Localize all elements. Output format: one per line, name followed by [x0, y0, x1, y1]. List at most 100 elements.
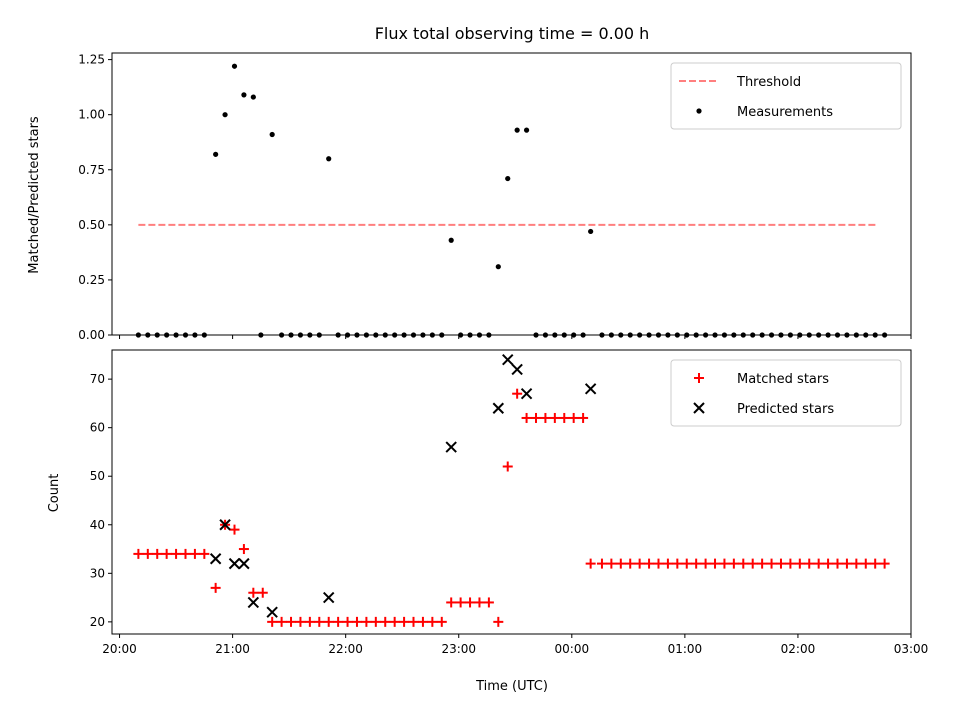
matched-stars-point [493, 616, 504, 627]
measurement-point [269, 131, 275, 138]
measurement-point [495, 264, 501, 270]
matched-stars-point [585, 558, 596, 569]
x-tick-label: 20:00 [102, 642, 137, 656]
bottom-y-tick-label: 70 [90, 372, 105, 386]
matched-stars-point [474, 597, 485, 608]
matched-stars-point [323, 616, 334, 627]
measurement-point [618, 332, 624, 338]
legend-label: Predicted stars [737, 402, 834, 417]
predicted-stars-point [219, 519, 231, 531]
matched-stars-point [483, 597, 494, 608]
matched-stars-point [370, 616, 381, 627]
measurement-point [740, 332, 746, 338]
measurement-point [655, 332, 662, 338]
top-axes-frame [111, 52, 912, 336]
matched-stars-point [766, 558, 777, 569]
measurement-point [154, 332, 160, 338]
matched-stars-point [304, 616, 315, 627]
predicted-stars-point [445, 441, 457, 453]
measurement-point [135, 332, 141, 338]
matched-stars-point [314, 616, 325, 627]
matched-stars-point [180, 548, 191, 559]
measurement-point [250, 94, 256, 100]
predicted-stars-point-b [511, 363, 523, 376]
measurement-point [505, 175, 511, 182]
matched-stars-point [549, 412, 560, 423]
measurement-point [344, 332, 351, 338]
measurement-point [702, 332, 709, 338]
measurement-point [844, 332, 850, 338]
x-tick-label: 02:00 [781, 642, 816, 656]
measurement-point [797, 332, 803, 338]
matched-stars-point [738, 558, 749, 569]
matched-stars-point [794, 558, 805, 569]
matched-stars-point [171, 548, 182, 559]
measurement-point [439, 332, 445, 338]
bottom-y-tick-label: 20 [90, 615, 105, 629]
measurement-point [382, 332, 388, 338]
matched-stars-point [286, 616, 297, 627]
bottom-panel: Count Time (UTC) 20 30 40 50 60 70 20:00 21:00 2… [47, 349, 929, 694]
measurement-point [571, 332, 577, 338]
matched-stars-point [161, 548, 172, 559]
matched-stars-point [199, 548, 210, 559]
measurement-point [882, 332, 888, 338]
chart-title: Flux total observing time = 0.00 h [375, 24, 650, 43]
top-legend-box [670, 62, 902, 130]
predicted-stars-point-b [209, 553, 222, 565]
measurement-point [335, 332, 341, 338]
measurement-point [523, 127, 530, 133]
matched-stars-point [804, 558, 815, 569]
top-y-tick-label: 0.75 [78, 163, 105, 177]
measurement-point [514, 127, 520, 133]
matched-stars-point [502, 461, 513, 472]
measurement-point [721, 332, 728, 338]
predicted-stars-point-b [520, 387, 533, 400]
top-y-tick-label: 0.00 [78, 328, 105, 342]
predicted-stars-point-b [228, 557, 241, 570]
matched-stars-point [644, 558, 655, 569]
matched-stars-point [559, 412, 570, 423]
measurement-point [533, 332, 539, 338]
bottom-y-axis-label: Count [47, 474, 62, 513]
measurement-point [326, 156, 332, 162]
measurement-point [401, 332, 407, 338]
predicted-stars-point-b [492, 402, 505, 414]
matched-stars-point [521, 412, 532, 423]
bottom-y-tick-label: 30 [90, 566, 105, 580]
matched-stars-point [625, 558, 636, 569]
measurement-point [825, 332, 831, 338]
measurement-point [712, 332, 718, 338]
matched-stars-point [248, 587, 259, 598]
matched-stars-point [870, 558, 881, 569]
matched-stars-point [860, 558, 871, 569]
measurement-point [853, 332, 859, 338]
matched-stars-point [295, 616, 306, 627]
matched-stars-point [455, 597, 466, 608]
measurement-point [173, 332, 179, 338]
measurement-point [646, 332, 652, 338]
predicted-stars-point [266, 606, 278, 618]
measurement-point [778, 332, 784, 338]
matched-stars-point [672, 558, 683, 569]
predicted-stars-point [247, 596, 260, 609]
measurement-point [552, 332, 558, 338]
measurement-point [588, 228, 594, 235]
matched-stars-point [851, 558, 862, 569]
predicted-stars-point [238, 557, 250, 570]
matched-stars-point [823, 558, 834, 569]
matched-stars-point [757, 558, 768, 569]
matched-stars-point [841, 558, 852, 569]
matched-stars-point [775, 558, 786, 569]
matched-stars-point [210, 582, 221, 593]
measurement-point [693, 332, 699, 338]
matched-stars-point [351, 616, 362, 627]
measurement-point [458, 332, 464, 338]
matched-stars-point [257, 587, 268, 598]
matched-stars-point [408, 616, 419, 627]
predicted-stars-point-b [219, 519, 231, 531]
predicted-stars-point-b [323, 591, 335, 604]
measurement-point [768, 332, 775, 338]
matched-stars-point [238, 544, 249, 555]
x-tick-label: 03:00 [894, 642, 929, 656]
